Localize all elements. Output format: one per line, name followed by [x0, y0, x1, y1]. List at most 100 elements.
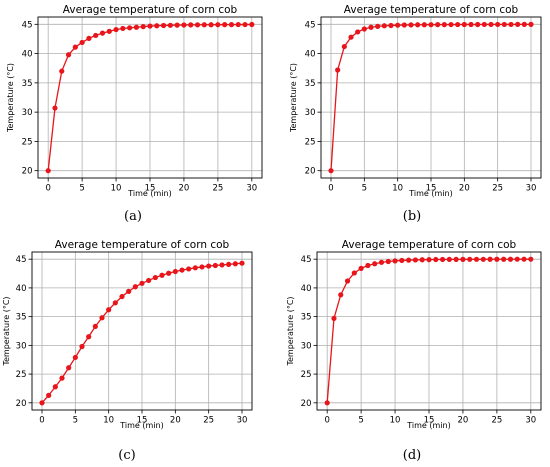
data-point — [46, 392, 52, 398]
series-markers — [39, 260, 245, 406]
data-point — [126, 288, 132, 294]
data-point — [455, 21, 461, 28]
data-point — [446, 256, 452, 263]
x-tick-label: 0 — [45, 184, 50, 194]
x-tick-label: 0 — [328, 184, 333, 194]
x-axis-ticks: 0 5 10 15 20 25 30 — [45, 178, 257, 194]
y-tick-label: 35 — [305, 79, 316, 89]
data-point — [215, 22, 221, 28]
x-tick-label: 20 — [170, 416, 181, 426]
chart-panel-b: 0 5 10 15 20 25 30 20 25 30 35 40 45 Average temperat… — [275, 0, 550, 233]
data-point — [167, 22, 173, 28]
x-tick-label: 0 — [39, 416, 44, 426]
chart-panel-a: 0 5 10 15 20 25 30 20 25 30 35 40 45 Average temperat… — [0, 0, 275, 233]
y-axis-label: Temperature (°C) — [2, 296, 11, 366]
y-tick-label: 30 — [301, 341, 312, 351]
data-point — [381, 23, 387, 29]
data-point — [133, 24, 140, 30]
data-point — [206, 263, 212, 269]
data-point — [179, 267, 185, 273]
x-axis-label: Time (min) — [406, 421, 450, 430]
data-point — [166, 270, 172, 276]
data-point — [375, 23, 381, 29]
plot-frame — [320, 16, 542, 179]
data-point — [528, 256, 534, 262]
x-tick-label: 25 — [212, 184, 223, 194]
data-point — [385, 258, 391, 265]
x-tick-label: 20 — [179, 184, 190, 194]
x-axis-label: Time (min) — [127, 189, 171, 198]
data-point — [515, 21, 521, 27]
data-point — [79, 343, 85, 350]
x-tick-label: 0 — [324, 416, 329, 426]
y-tick-label: 25 — [301, 370, 312, 380]
data-point — [514, 256, 520, 262]
data-point — [521, 256, 527, 262]
chart-panel-c: 0 5 10 15 20 25 30 20 25 30 35 40 45 Average temperat… — [0, 234, 275, 467]
data-point — [86, 334, 92, 340]
y-tick-label: 25 — [16, 370, 27, 380]
data-point — [186, 266, 192, 272]
y-tick-label: 30 — [16, 341, 27, 351]
chart-title: Average temperature of corn cob — [344, 4, 519, 16]
y-tick-label: 40 — [16, 284, 27, 294]
x-tick-label: 5 — [358, 416, 363, 426]
y-tick-label: 35 — [22, 79, 33, 89]
y-tick-label: 45 — [22, 20, 33, 30]
data-point — [188, 22, 194, 28]
y-tick-label: 25 — [22, 137, 33, 147]
data-point — [140, 24, 146, 30]
data-point — [507, 256, 514, 262]
data-point — [194, 22, 201, 28]
data-point — [388, 22, 394, 29]
chart-title: Average temperature of corn cob — [342, 239, 517, 251]
data-point — [501, 256, 507, 262]
data-point — [378, 259, 385, 265]
data-point — [52, 384, 58, 390]
y-axis-ticks: 20 25 30 35 40 45 — [22, 20, 38, 177]
data-point — [132, 284, 138, 290]
y-tick-label: 20 — [305, 167, 316, 177]
x-tick-label: 10 — [390, 416, 401, 426]
y-tick-label: 20 — [16, 399, 27, 409]
data-point — [406, 257, 412, 263]
data-point — [501, 21, 507, 28]
chart-title: Average temperature of corn cob — [55, 239, 230, 251]
chart-title: Average temperature of corn cob — [63, 4, 238, 16]
data-point — [106, 307, 112, 313]
data-point — [441, 22, 447, 28]
data-point — [361, 26, 367, 32]
x-tick-label: 15 — [137, 416, 148, 426]
x-tick-label: 15 — [426, 184, 437, 194]
x-axis-label: Time (min) — [408, 189, 452, 198]
data-point — [226, 261, 232, 267]
y-tick-label: 30 — [22, 108, 33, 118]
data-point — [139, 280, 145, 286]
x-axis-ticks: 0 5 10 15 20 25 30 — [39, 410, 247, 426]
data-point — [344, 278, 351, 284]
y-axis-label: Temperature (°C) — [289, 63, 298, 133]
data-point — [488, 21, 494, 28]
y-tick-label: 25 — [305, 137, 316, 147]
data-point — [328, 168, 334, 174]
data-point — [72, 44, 78, 50]
data-point — [435, 22, 441, 28]
data-point — [468, 21, 474, 28]
data-point — [324, 400, 330, 406]
data-point — [99, 30, 106, 36]
plot-frame — [37, 16, 263, 179]
grid — [317, 252, 541, 410]
data-point — [152, 274, 158, 281]
data-point — [79, 39, 85, 46]
data-point — [428, 22, 434, 28]
data-point — [355, 29, 361, 35]
data-point — [154, 23, 160, 29]
data-point — [249, 21, 255, 28]
y-axis-ticks: 20 25 30 35 40 45 — [16, 255, 32, 409]
grid — [38, 17, 262, 178]
data-point — [113, 26, 119, 33]
data-point — [508, 21, 514, 28]
panel-label: (a) — [124, 209, 142, 224]
line-chart: 0 5 10 15 20 25 30 20 25 30 35 40 45 Average temperat… — [6, 4, 263, 198]
data-point — [52, 105, 58, 111]
